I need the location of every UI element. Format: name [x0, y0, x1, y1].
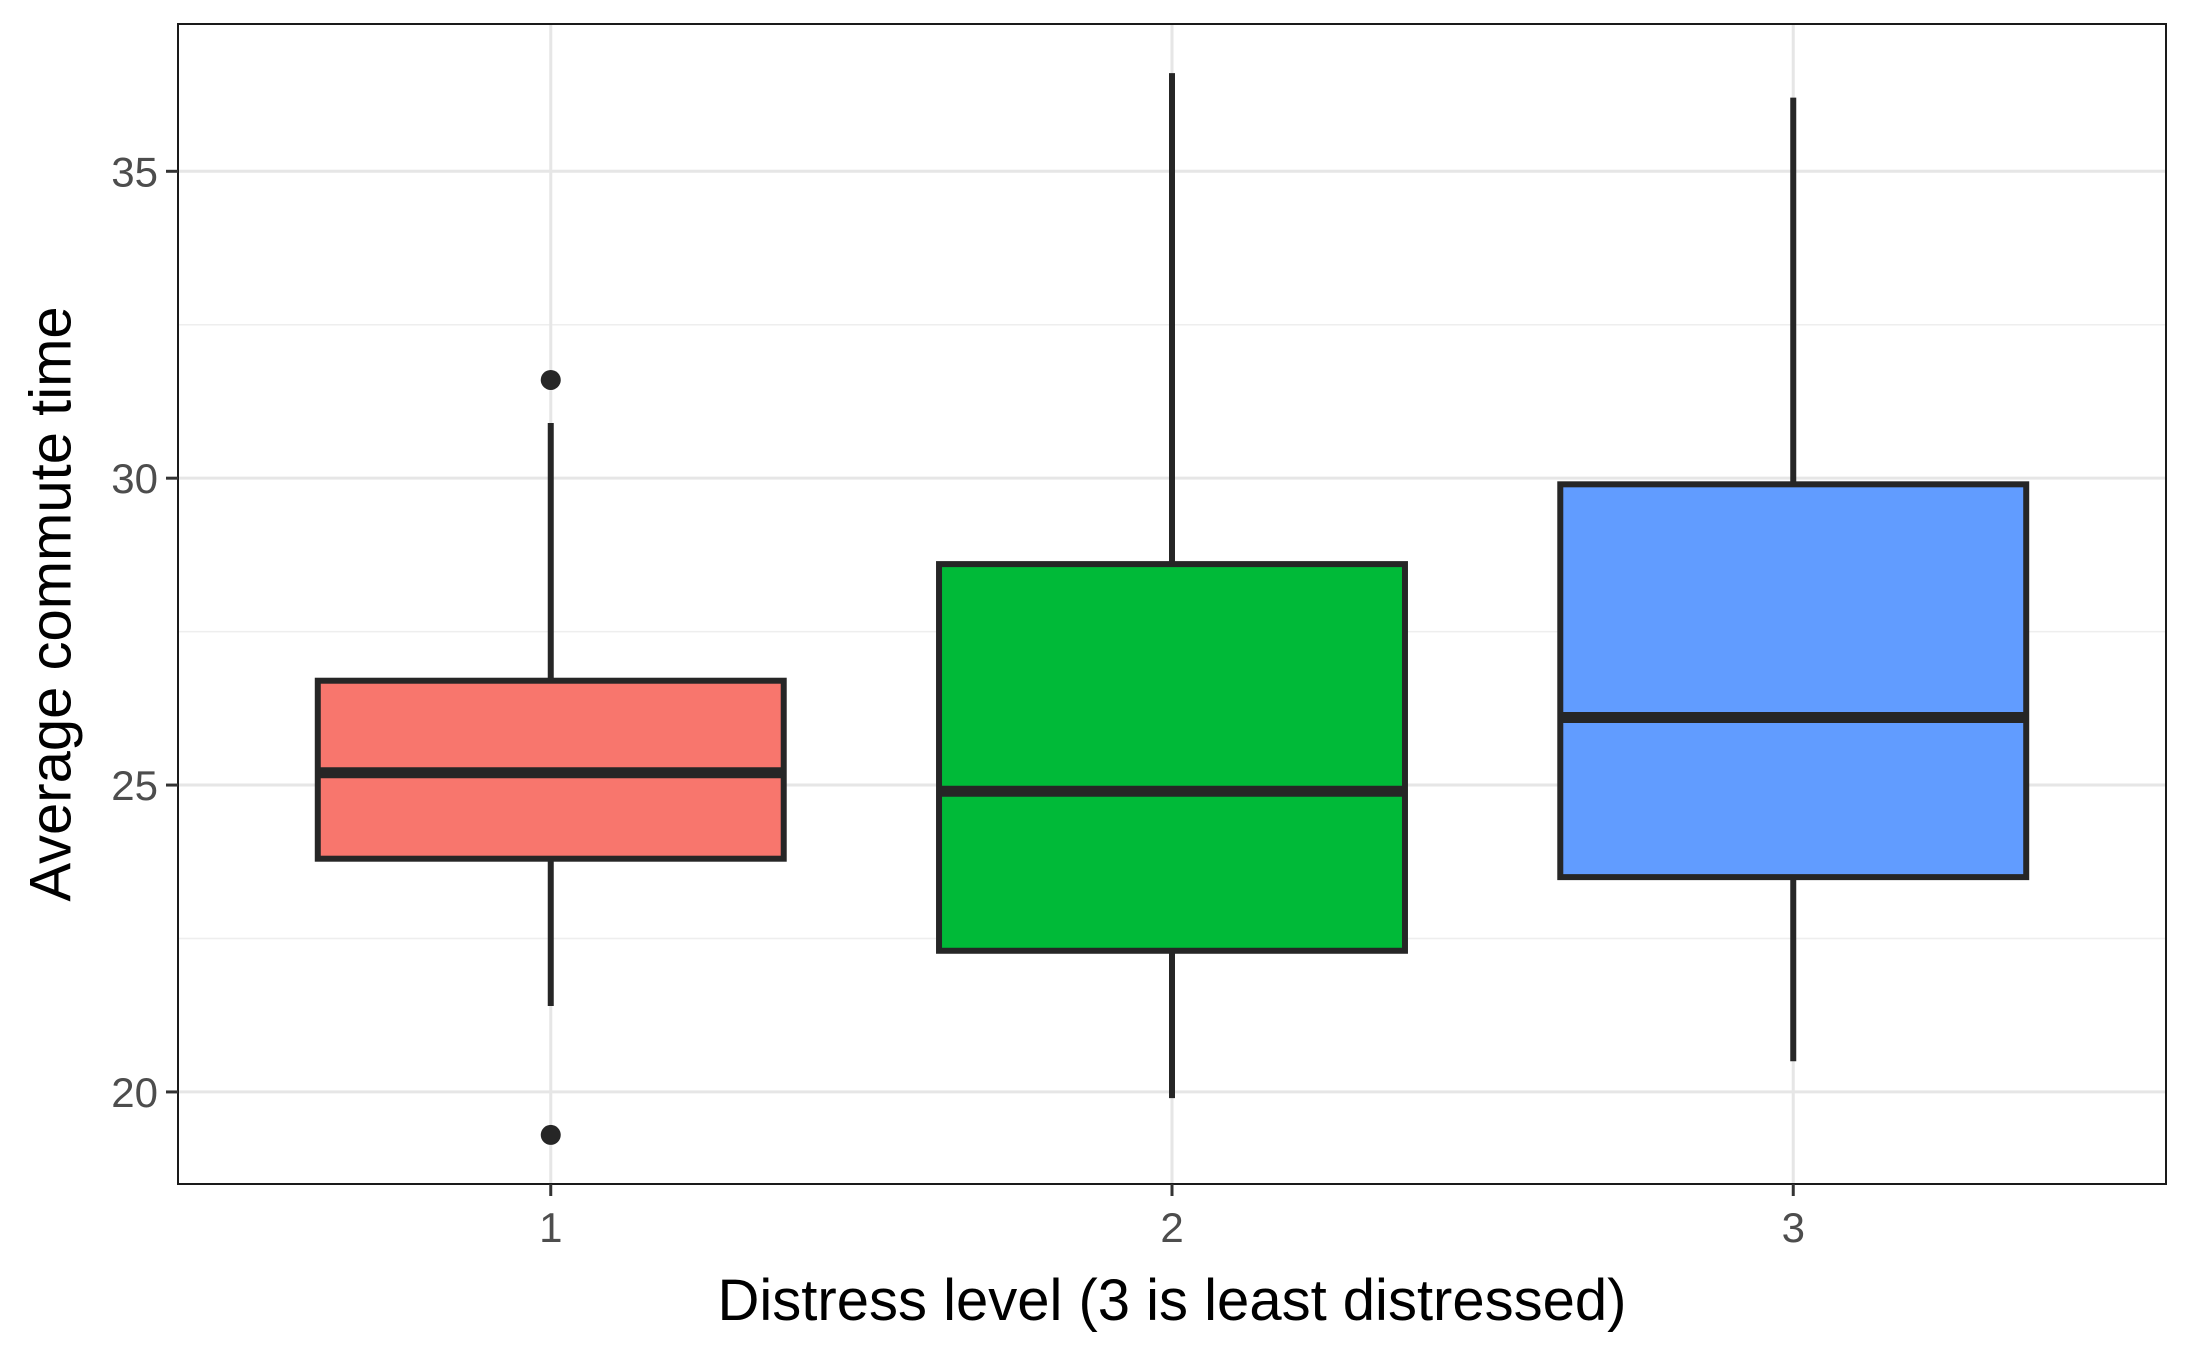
x-tick-label: 1 [539, 1204, 562, 1251]
box-body [936, 561, 1408, 954]
y-axis-title: Average commute time [18, 306, 83, 901]
x-axis-title: Distress level (3 is least distressed) [718, 1268, 1627, 1333]
box-group-1 [314, 369, 787, 1145]
outlier-point [540, 1124, 561, 1145]
box-group-2 [936, 73, 1408, 1099]
x-tick-label: 3 [1782, 1204, 1805, 1251]
box-group-3 [1557, 97, 2030, 1062]
box-series [314, 73, 2030, 1145]
axes: 20 25 30 35 1 2 3 [111, 148, 1805, 1251]
outlier-point [540, 369, 561, 390]
y-tick-label: 25 [111, 762, 158, 809]
y-tick-label: 35 [111, 148, 158, 195]
y-tick-label: 30 [111, 455, 158, 502]
y-tick-label: 20 [111, 1069, 158, 1116]
x-tick-label: 2 [1160, 1204, 1183, 1251]
box-body [1557, 481, 2030, 881]
